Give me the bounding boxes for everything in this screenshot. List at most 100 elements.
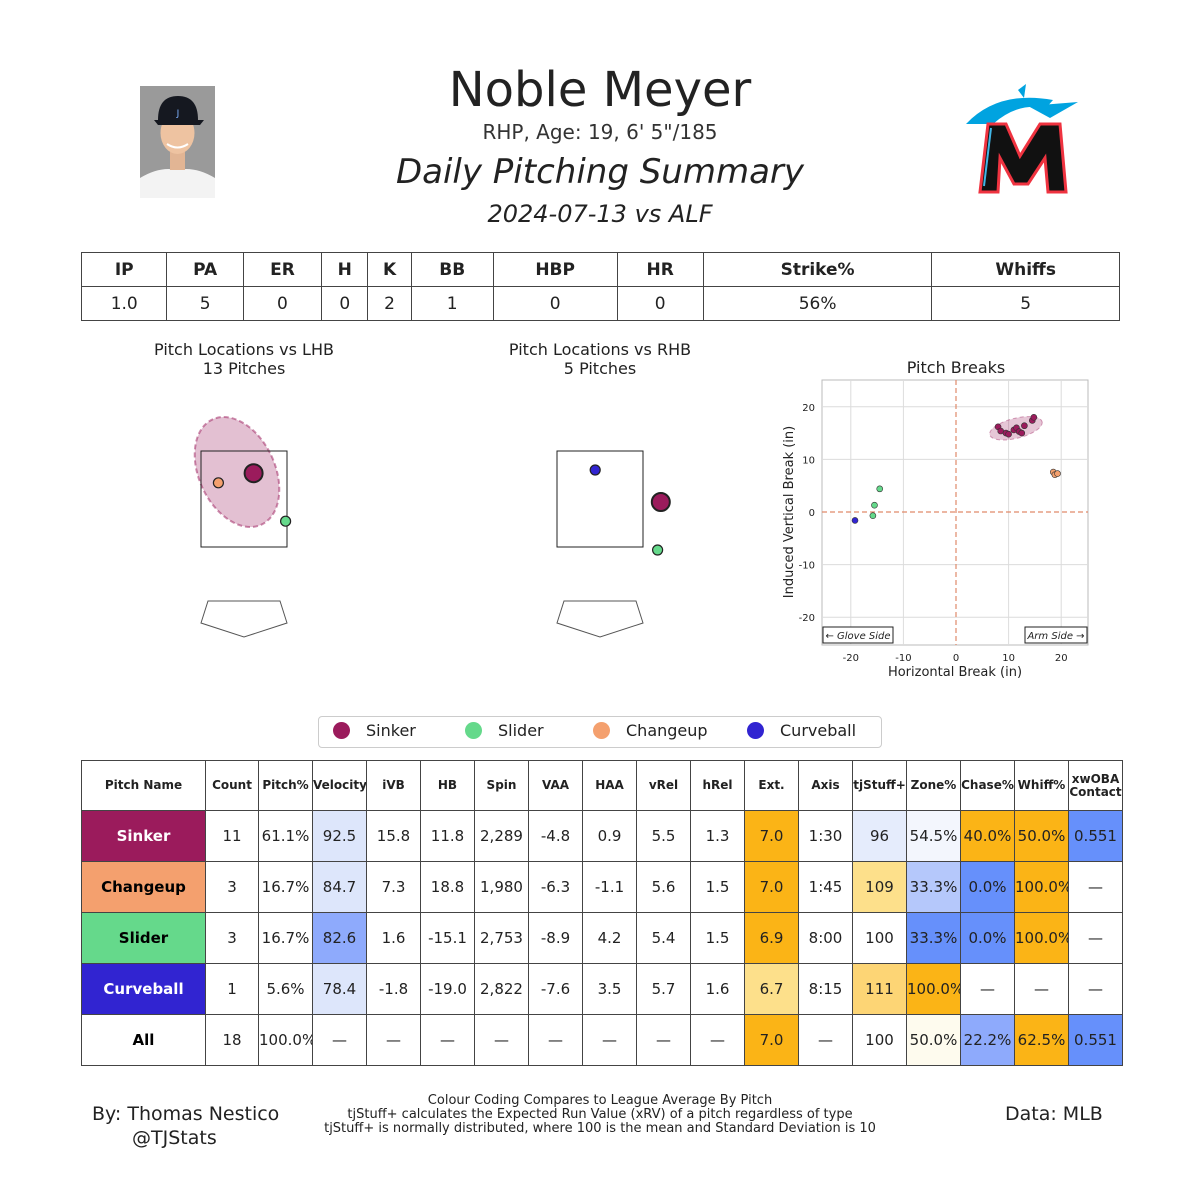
metrics-cell-sinker-chase: 40.0% [960,810,1015,862]
metrics-header-vrel: vRel [636,760,691,811]
line-value-h: 0 [321,286,369,321]
line-value-er: 0 [242,286,323,321]
metrics-cell-sinker-spin: 2,289 [474,810,529,862]
data-source: Data: MLB [1005,1103,1103,1125]
lhb-strike-zone [200,450,288,548]
metrics-cell-all-hrel: — [690,1014,745,1066]
metrics-cell-sinker-hb: 11.8 [420,810,475,862]
breaks-x-tick-10: 10 [1002,653,1015,664]
line-value-bb: 1 [410,286,494,321]
metrics-header-axis: Axis [798,760,853,811]
metrics-cell-sinker-xwoba-contact: 0.551 [1068,810,1123,862]
rhb-point-slider-0 [651,544,664,556]
metrics-cell-all-chase: 22.2% [960,1014,1015,1066]
metrics-cell-sinker-pitch: 61.1% [258,810,313,862]
metrics-cell-curveball-axis: 8:15 [798,963,853,1015]
metrics-cell-changeup-chase: 0.0% [960,861,1015,913]
metrics-cell-changeup-pitch-name: Changeup [81,861,206,913]
metrics-header-haa: HAA [582,760,637,811]
metrics-cell-slider-chase: 0.0% [960,912,1015,964]
line-header-hr: HR [616,252,704,287]
legend-item-slider: Slider [465,721,544,740]
metrics-cell-changeup-tjstuff: 109 [852,861,907,913]
metrics-cell-changeup-ext: 7.0 [744,861,799,913]
breaks-point-changeup-2 [1054,470,1061,477]
line-value-pa: 5 [166,286,244,321]
metrics-cell-all-hb: — [420,1014,475,1066]
metrics-cell-changeup-whiff: 100.0% [1014,861,1069,913]
metrics-cell-slider-ext: 6.9 [744,912,799,964]
line-header-hbp: HBP [492,252,618,287]
footnote-line-1: Colour Coding Compares to League Average… [427,1093,773,1108]
metrics-cell-curveball-hb: -19.0 [420,963,475,1015]
line-value-hbp: 0 [492,286,618,321]
metrics-cell-sinker-hrel: 1.3 [690,810,745,862]
breaks-x-tick-10: -10 [895,653,911,664]
rhb-point-curveball-0 [589,464,601,476]
lhb-plot-title-block: Pitch Locations vs LHB 13 Pitches [144,340,344,378]
metrics-cell-curveball-count: 1 [205,963,259,1015]
lhb-home-plate [200,600,288,638]
footnote-line-2: tjStuff+ calculates the Expected Run Val… [347,1107,853,1122]
arm-side-label-box: Arm Side → [1024,626,1088,644]
footnotes: Colour Coding Compares to League Average… [300,1094,900,1136]
breaks-point-curveball-0 [851,517,859,524]
metrics-cell-all-count: 18 [205,1014,259,1066]
metrics-cell-changeup-pitch: 16.7% [258,861,313,913]
breaks-y-tick-20: 20 [802,403,815,414]
line-header-strike-pct: Strike% [702,252,933,287]
metrics-cell-slider-count: 3 [205,912,259,964]
metrics-cell-changeup-zone: 33.3% [906,861,961,913]
player-info: RHP, Age: 19, 6' 5"/185 [482,120,718,144]
legend-dot-sinker [333,722,350,739]
metrics-header-hb: HB [420,760,475,811]
metrics-header-spin: Spin [474,760,529,811]
author-credit: By: Thomas Nestico [92,1103,280,1125]
lhb-plot-subtitle: 13 Pitches [202,359,286,378]
metrics-cell-all-tjstuff: 100 [852,1014,907,1066]
metrics-cell-all-pitch: 100.0% [258,1014,313,1066]
rhb-location-plot [556,450,671,638]
metrics-cell-slider-vrel: 5.4 [636,912,691,964]
breaks-plot-title: Pitch Breaks [906,358,1006,377]
legend-dot-slider [465,722,482,739]
breaks-point-slider-0 [876,485,884,493]
metrics-cell-curveball-pitch-name: Curveball [81,963,206,1015]
line-value-whiffs: 5 [931,286,1120,321]
metrics-header-pitch-name: Pitch Name [81,760,206,811]
legend-dot-curveball [747,722,764,739]
game-line: 2024-07-13 vs ALF [487,200,713,228]
metrics-cell-slider-velocity: 82.6 [312,912,367,964]
metrics-cell-sinker-vrel: 5.5 [636,810,691,862]
metrics-cell-sinker-pitch-name: Sinker [81,810,206,862]
rhb-point-sinker-0 [650,492,671,512]
pitch-type-legend: Sinker Slider Changeup Curveball [318,716,882,748]
legend-label-curveball: Curveball [780,721,857,740]
metrics-cell-slider-axis: 8:00 [798,912,853,964]
metrics-header-whiff: Whiff% [1014,760,1069,811]
breaks-y-tick-10: 10 [802,455,815,466]
metrics-cell-changeup-hb: 18.8 [420,861,475,913]
metrics-row-changeup: Changeup 3 16.7% 84.7 7.3 18.8 1,980 -6.3 -1.1 5.… [81,861,1123,913]
lhb-location-plot [193,416,292,638]
pitch-breaks-plot: -20 -10 0 10 20 20 10 0 -10 -20 ← Glove Side Arm … [782,379,1089,680]
svg-text:J: J [176,109,180,119]
metrics-header-zone: Zone% [906,760,961,811]
breaks-point-sinker-3 [1005,430,1012,438]
metrics-cell-all-spin: — [474,1014,529,1066]
breaks-x-tick-20: -20 [843,653,859,664]
metrics-cell-all-whiff: 62.5% [1014,1014,1069,1066]
metrics-cell-curveball-haa: 3.5 [582,963,637,1015]
line-value-hr: 0 [616,286,704,321]
lhb-plot-title: Pitch Locations vs LHB [154,340,334,359]
metrics-cell-all-velocity: — [312,1014,367,1066]
line-header-pa: PA [166,252,244,287]
metrics-header-hrel: hRel [690,760,745,811]
metrics-cell-changeup-hrel: 1.5 [690,861,745,913]
metrics-cell-changeup-ivb: 7.3 [366,861,421,913]
metrics-cell-slider-vaa: -8.9 [528,912,583,964]
metrics-header-chase: Chase% [960,760,1015,811]
metrics-cell-curveball-chase: — [960,963,1015,1015]
legend-dot-changeup [593,722,610,739]
metrics-cell-changeup-haa: -1.1 [582,861,637,913]
